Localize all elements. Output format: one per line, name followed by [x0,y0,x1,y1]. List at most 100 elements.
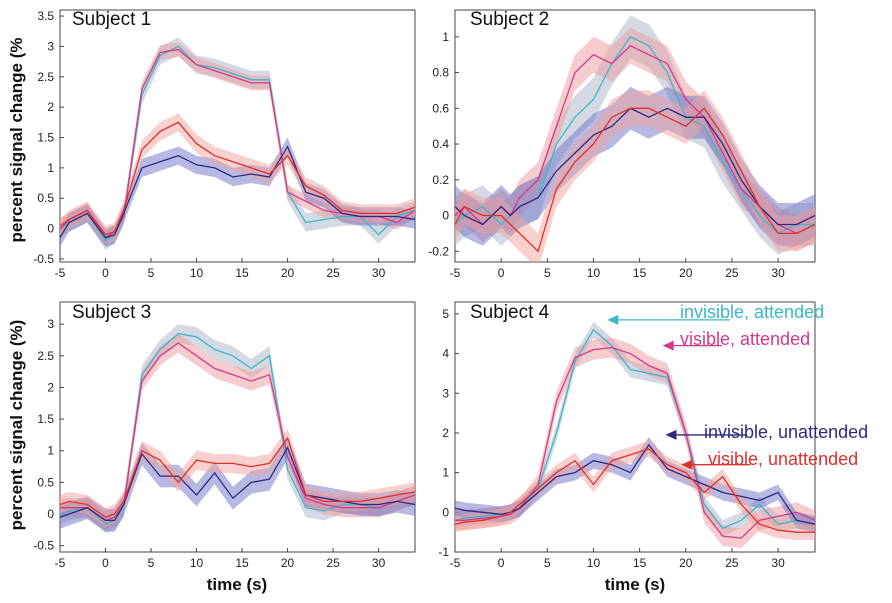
y-tick-label: 1 [47,444,54,458]
line-vis_un [455,448,815,533]
band-vis_un [60,428,415,527]
x-tick-label: 10 [587,556,601,570]
plot-frame [454,301,816,553]
arrow-head-inv_un [665,429,677,440]
band-vis_un [455,90,815,262]
line-inv_att [60,332,415,525]
band-inv_un [60,137,415,247]
band-inv_un [455,86,815,246]
x-tick-label: 5 [544,266,551,280]
annotation-inv_un: invisible, unattended [704,422,868,442]
y-tick-label: 0.4 [432,137,449,151]
arrow-head-vis_un [681,459,693,470]
panel-2: Subject 2 -0.2 0 0.2 0.4 0.6 0.8 1 -5 0 5 10 15 20 25 3… [428,9,816,280]
y-tick-label: 1 [442,30,449,44]
line-vis_att [455,346,815,539]
x-tick-label: 0 [498,266,505,280]
y-tick-label: 0.5 [37,191,54,205]
y-tick-label: 1 [442,466,449,480]
x-tick-label: 20 [281,266,295,280]
panel-1: Subject 1 -0.5 0 0.5 1 1.5 2 2.5 3 3.5 -5 0 5 10 15 20 2… [7,9,416,280]
y-tick-label: 0 [47,222,54,236]
y-tick-label: 5 [442,307,449,321]
y-tick-label: 0.5 [37,475,54,489]
x-tick-label: 15 [235,556,249,570]
panel-title: Subject 1 [72,9,151,30]
y-tick-label: 0.6 [432,101,449,115]
x-axis-label: time (s) [605,575,665,594]
y-tick-label: -0.5 [33,539,54,553]
panel-4: Subject 4 -1 0 1 2 3 4 5 -5 0 5 10 15 20 25 30 time (s) i… [438,301,868,594]
panel-title: Subject 3 [72,302,151,323]
line-vis_un [455,107,815,253]
y-tick-label: 3 [47,317,54,331]
x-tick-label: 5 [544,556,551,570]
x-tick-label: 20 [679,266,693,280]
plot-area [455,321,815,548]
x-tick-label: 25 [326,556,340,570]
arrow-head-inv_att [607,314,619,325]
y-tick-label: 2 [442,426,449,440]
x-tick-label: 5 [148,556,155,570]
x-tick-label: 25 [725,556,739,570]
x-tick-label: 15 [235,266,249,280]
x-tick-label: 30 [372,556,386,570]
plot-area [455,15,815,262]
x-axis-label: time (s) [207,575,267,594]
x-tick-label: 0 [498,556,505,570]
annotation-inv_att: invisible, attended [680,302,824,322]
y-tick-label: 1 [47,161,54,175]
x-tick-label: -5 [55,266,66,280]
line-inv_un [455,443,815,525]
line-inv_un [60,446,415,522]
line-inv_un [455,107,815,226]
y-tick-label: 3 [47,39,54,53]
plot-frame [59,301,416,553]
y-tick-label: -0.5 [33,252,54,266]
y-tick-label: 2 [47,380,54,394]
y-tick-label: 3 [442,386,449,400]
annotation-vis_un: visible, unattended [708,449,858,469]
y-tick-label: 0.8 [432,66,449,80]
x-tick-label: 0 [102,266,109,280]
line-inv_att [60,45,415,242]
band-vis_un [60,113,415,244]
panel-title: Subject 4 [470,302,550,323]
y-tick-label: -0.2 [428,244,449,258]
x-tick-label: -5 [450,556,461,570]
y-tick-label: 1.5 [37,412,54,426]
x-tick-label: 20 [281,556,295,570]
arrow-head-vis_att [662,340,674,351]
y-tick-label: 0 [442,505,449,519]
x-tick-label: -5 [450,266,461,280]
x-tick-label: 30 [771,556,785,570]
plot-frame [454,9,816,263]
line-vis_un [60,436,415,518]
x-tick-label: 15 [633,266,647,280]
x-tick-label: 20 [679,556,693,570]
y-tick-label: 1.5 [37,131,54,145]
x-tick-label: 30 [372,266,386,280]
y-tick-label: 0 [47,507,54,521]
y-tick-label: 3.5 [37,9,54,23]
x-tick-label: 10 [190,556,204,570]
x-tick-label: 15 [633,556,647,570]
band-vis_att [455,337,815,548]
x-tick-label: 25 [326,266,340,280]
x-tick-label: 5 [148,266,155,280]
x-tick-label: 10 [190,266,204,280]
y-tick-label: 0.2 [432,173,449,187]
y-tick-label: 2.5 [37,349,54,363]
y-axis-label: percent signal change (% [7,38,26,243]
line-inv_un [60,145,415,239]
panel-title: Subject 2 [470,9,549,30]
x-tick-label: 0 [102,556,109,570]
annotation-vis_att: visible, attended [680,329,810,349]
plot-area [60,37,415,250]
y-tick-label: 2 [47,100,54,114]
line-vis_att [60,342,415,522]
x-tick-label: 10 [587,266,601,280]
y-axis-label: percent signal change (%) [7,320,26,531]
line-vis_un [60,121,415,236]
